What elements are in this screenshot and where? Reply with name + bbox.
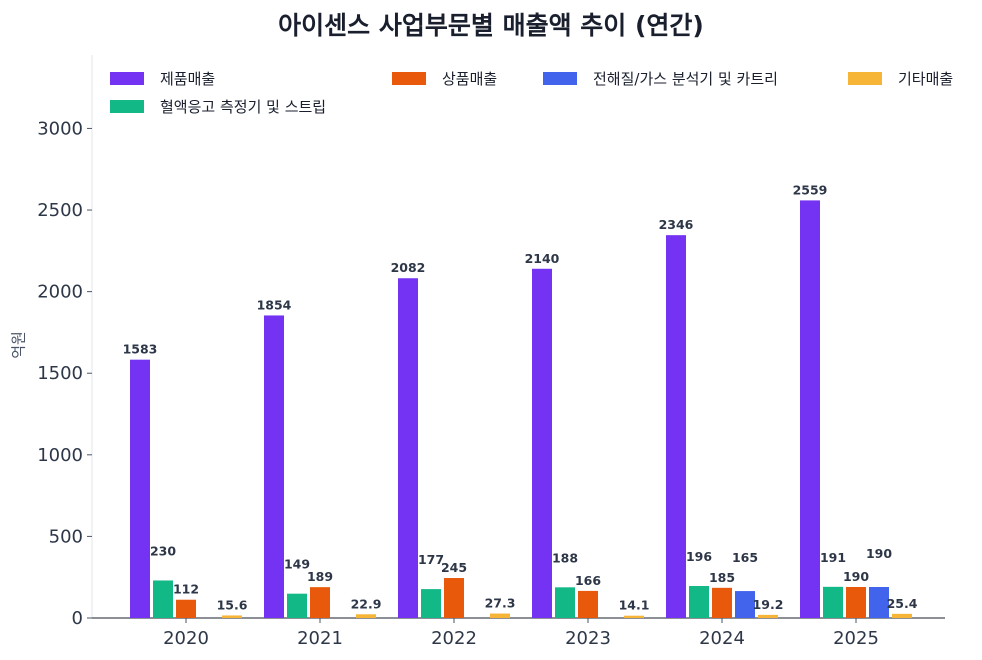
legend-swatch	[848, 72, 882, 85]
data-label: 245	[441, 560, 467, 575]
legend-item-other-sales: 기타매출	[848, 68, 953, 89]
bar	[398, 278, 418, 618]
bar	[287, 593, 307, 618]
bar	[758, 614, 778, 618]
bar	[532, 268, 552, 618]
legend-item-electrolyte-gas: 전해질/가스 분석기 및 카트리	[543, 68, 778, 89]
data-label: 191	[820, 550, 846, 565]
data-label: 190	[866, 546, 892, 561]
data-label: 2140	[525, 251, 560, 266]
bars	[130, 200, 912, 618]
data-label: 1854	[257, 297, 292, 312]
bar	[846, 586, 866, 618]
bar	[490, 613, 510, 618]
bar	[310, 587, 330, 618]
bar	[222, 615, 242, 618]
bar	[264, 315, 284, 618]
data-label: 230	[150, 543, 176, 558]
bar	[130, 359, 150, 618]
x-tick-label: 2024	[699, 628, 745, 649]
data-label: 27.3	[485, 596, 516, 611]
data-label: 22.9	[351, 596, 382, 611]
y-tick-label: 0	[72, 608, 83, 629]
data-label: 177	[418, 552, 444, 567]
bar	[176, 599, 196, 618]
legend-label: 제품매출	[160, 70, 216, 88]
data-label: 2346	[659, 217, 694, 232]
bar	[356, 614, 376, 618]
data-label: 2082	[391, 260, 426, 275]
bar	[869, 586, 889, 618]
x-tick-label: 2023	[565, 628, 611, 649]
chart-title: 아이센스 사업부문별 매출액 추이 (연간)	[278, 11, 704, 40]
data-label: 166	[575, 573, 601, 588]
legend-swatch	[110, 100, 144, 113]
y-tick-label: 3000	[37, 118, 83, 139]
bar	[689, 586, 709, 618]
data-label: 14.1	[619, 598, 650, 613]
data-label: 165	[732, 550, 758, 565]
bar	[823, 586, 843, 618]
legend-item-product-sales: 제품매출	[110, 68, 215, 89]
legend-label: 혈액응고 측정기 및 스트립	[160, 98, 327, 116]
bar	[555, 587, 575, 618]
x-tick-label: 2021	[297, 628, 343, 649]
x-tick-label: 2022	[431, 628, 477, 649]
bar	[735, 591, 755, 618]
data-label: 188	[552, 550, 578, 565]
value-labels: 1583 1854 2082 2140 2346 2559 230 149 177 188 196 1…	[123, 182, 918, 612]
data-label: 189	[307, 569, 333, 584]
legend-item-coagulation: 혈액응고 측정기 및 스트립	[110, 96, 326, 117]
legend-label: 기타매출	[898, 70, 954, 88]
y-tick-label: 1500	[37, 363, 83, 384]
bar	[800, 200, 820, 618]
legend-label: 전해질/가스 분석기 및 카트리	[593, 70, 778, 88]
x-tick-label: 2020	[163, 628, 209, 649]
data-label: 15.6	[217, 597, 248, 612]
bar	[666, 235, 686, 618]
data-label: 25.4	[887, 596, 918, 611]
bar	[421, 589, 441, 618]
bar	[712, 587, 732, 618]
bar	[624, 615, 644, 618]
data-label: 112	[173, 582, 199, 597]
data-label: 19.2	[753, 597, 784, 612]
y-tick-label: 2000	[37, 282, 83, 303]
bar	[892, 613, 912, 618]
bar	[153, 580, 173, 618]
legend-item-merchandise-sales: 상품매출	[392, 68, 497, 89]
y-tick-label: 2500	[37, 200, 83, 221]
data-label: 2559	[793, 182, 828, 197]
legend-swatch	[543, 72, 577, 85]
data-label: 185	[709, 570, 735, 585]
bar	[444, 578, 464, 618]
data-label: 1583	[123, 342, 158, 357]
y-tick-label: 500	[49, 526, 83, 547]
bar	[578, 590, 598, 618]
legend-swatch	[392, 72, 426, 85]
legend-swatch	[110, 72, 144, 85]
legend-label: 상품매출	[442, 70, 498, 88]
y-tick-label: 1000	[37, 445, 83, 466]
data-label: 196	[686, 549, 712, 564]
data-label: 190	[843, 569, 869, 584]
x-tick-label: 2025	[833, 628, 879, 649]
data-label: 149	[284, 557, 310, 572]
